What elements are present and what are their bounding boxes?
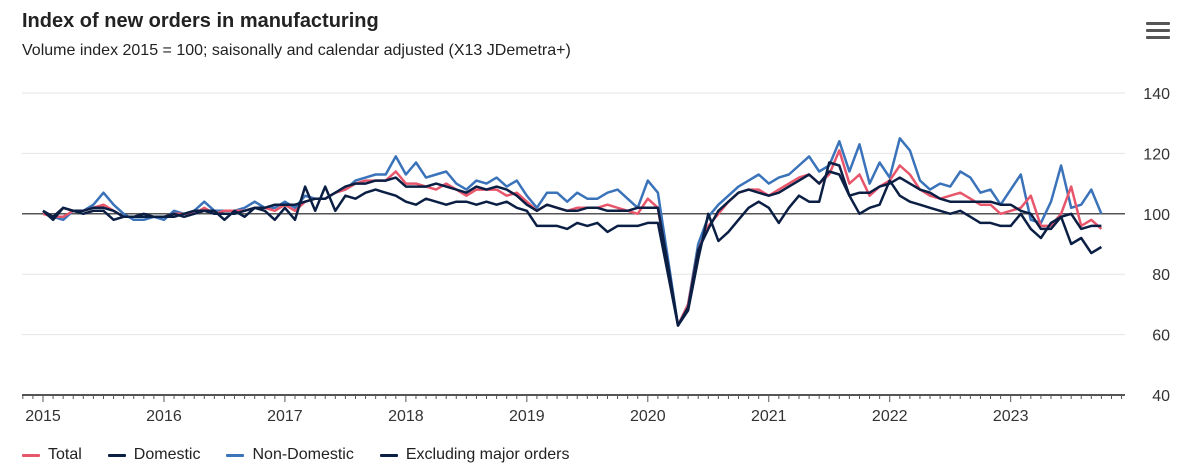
x-tick-label: 2017	[267, 408, 303, 425]
x-tick-label: 2015	[25, 408, 61, 425]
legend: Total Domestic Non-Domestic Excluding ma…	[22, 446, 569, 464]
chart-subtitle: Volume index 2015 = 100; saisonally and …	[22, 42, 571, 59]
gridlines	[22, 92, 1125, 336]
legend-swatch	[22, 453, 40, 457]
legend-swatch	[107, 453, 126, 457]
legend-swatch	[379, 453, 398, 457]
x-tick-label: 2016	[146, 408, 182, 425]
series-lines	[42, 137, 1103, 327]
legend-label: Total	[48, 446, 82, 463]
y-tick-label: 120	[1143, 146, 1170, 163]
legend-label: Non-Domestic	[252, 446, 354, 463]
legend-item-non-domestic[interactable]: Non-Domestic	[226, 446, 354, 464]
y-axis-ticks: 40 60 80 100 120 140	[1143, 86, 1170, 405]
y-tick-label: 100	[1143, 207, 1170, 224]
chart-title: Index of new orders in manufacturing	[22, 10, 379, 32]
legend-item-total[interactable]: Total	[22, 446, 82, 464]
y-tick-label: 80	[1152, 267, 1170, 284]
series-line-total[interactable]	[42, 149, 1103, 327]
series-line-non-domestic[interactable]	[42, 137, 1103, 327]
x-tick-label: 2019	[509, 408, 545, 425]
hamburger-menu-icon[interactable]	[1146, 22, 1170, 40]
series-line-excluding-major-orders[interactable]	[42, 161, 1103, 327]
x-tick-label: 2021	[751, 408, 787, 425]
x-axis: 2015 2016 2017 2018 2019 2020 2021 2022 2023	[22, 394, 1125, 425]
y-tick-label: 60	[1152, 328, 1170, 345]
y-tick-label: 40	[1152, 388, 1170, 405]
y-tick-label: 140	[1143, 86, 1170, 103]
legend-item-excluding-major-orders[interactable]: Excluding major orders	[379, 446, 570, 464]
x-tick-label: 2023	[993, 408, 1029, 425]
x-tick-label: 2022	[872, 408, 908, 425]
legend-item-domestic[interactable]: Domestic	[107, 446, 201, 464]
legend-swatch	[226, 453, 245, 457]
legend-label: Domestic	[133, 446, 201, 463]
x-tick-label: 2020	[630, 408, 666, 425]
series-line-domestic[interactable]	[42, 170, 1102, 327]
x-tick-label: 2018	[388, 408, 424, 425]
legend-label: Excluding major orders	[405, 446, 570, 463]
